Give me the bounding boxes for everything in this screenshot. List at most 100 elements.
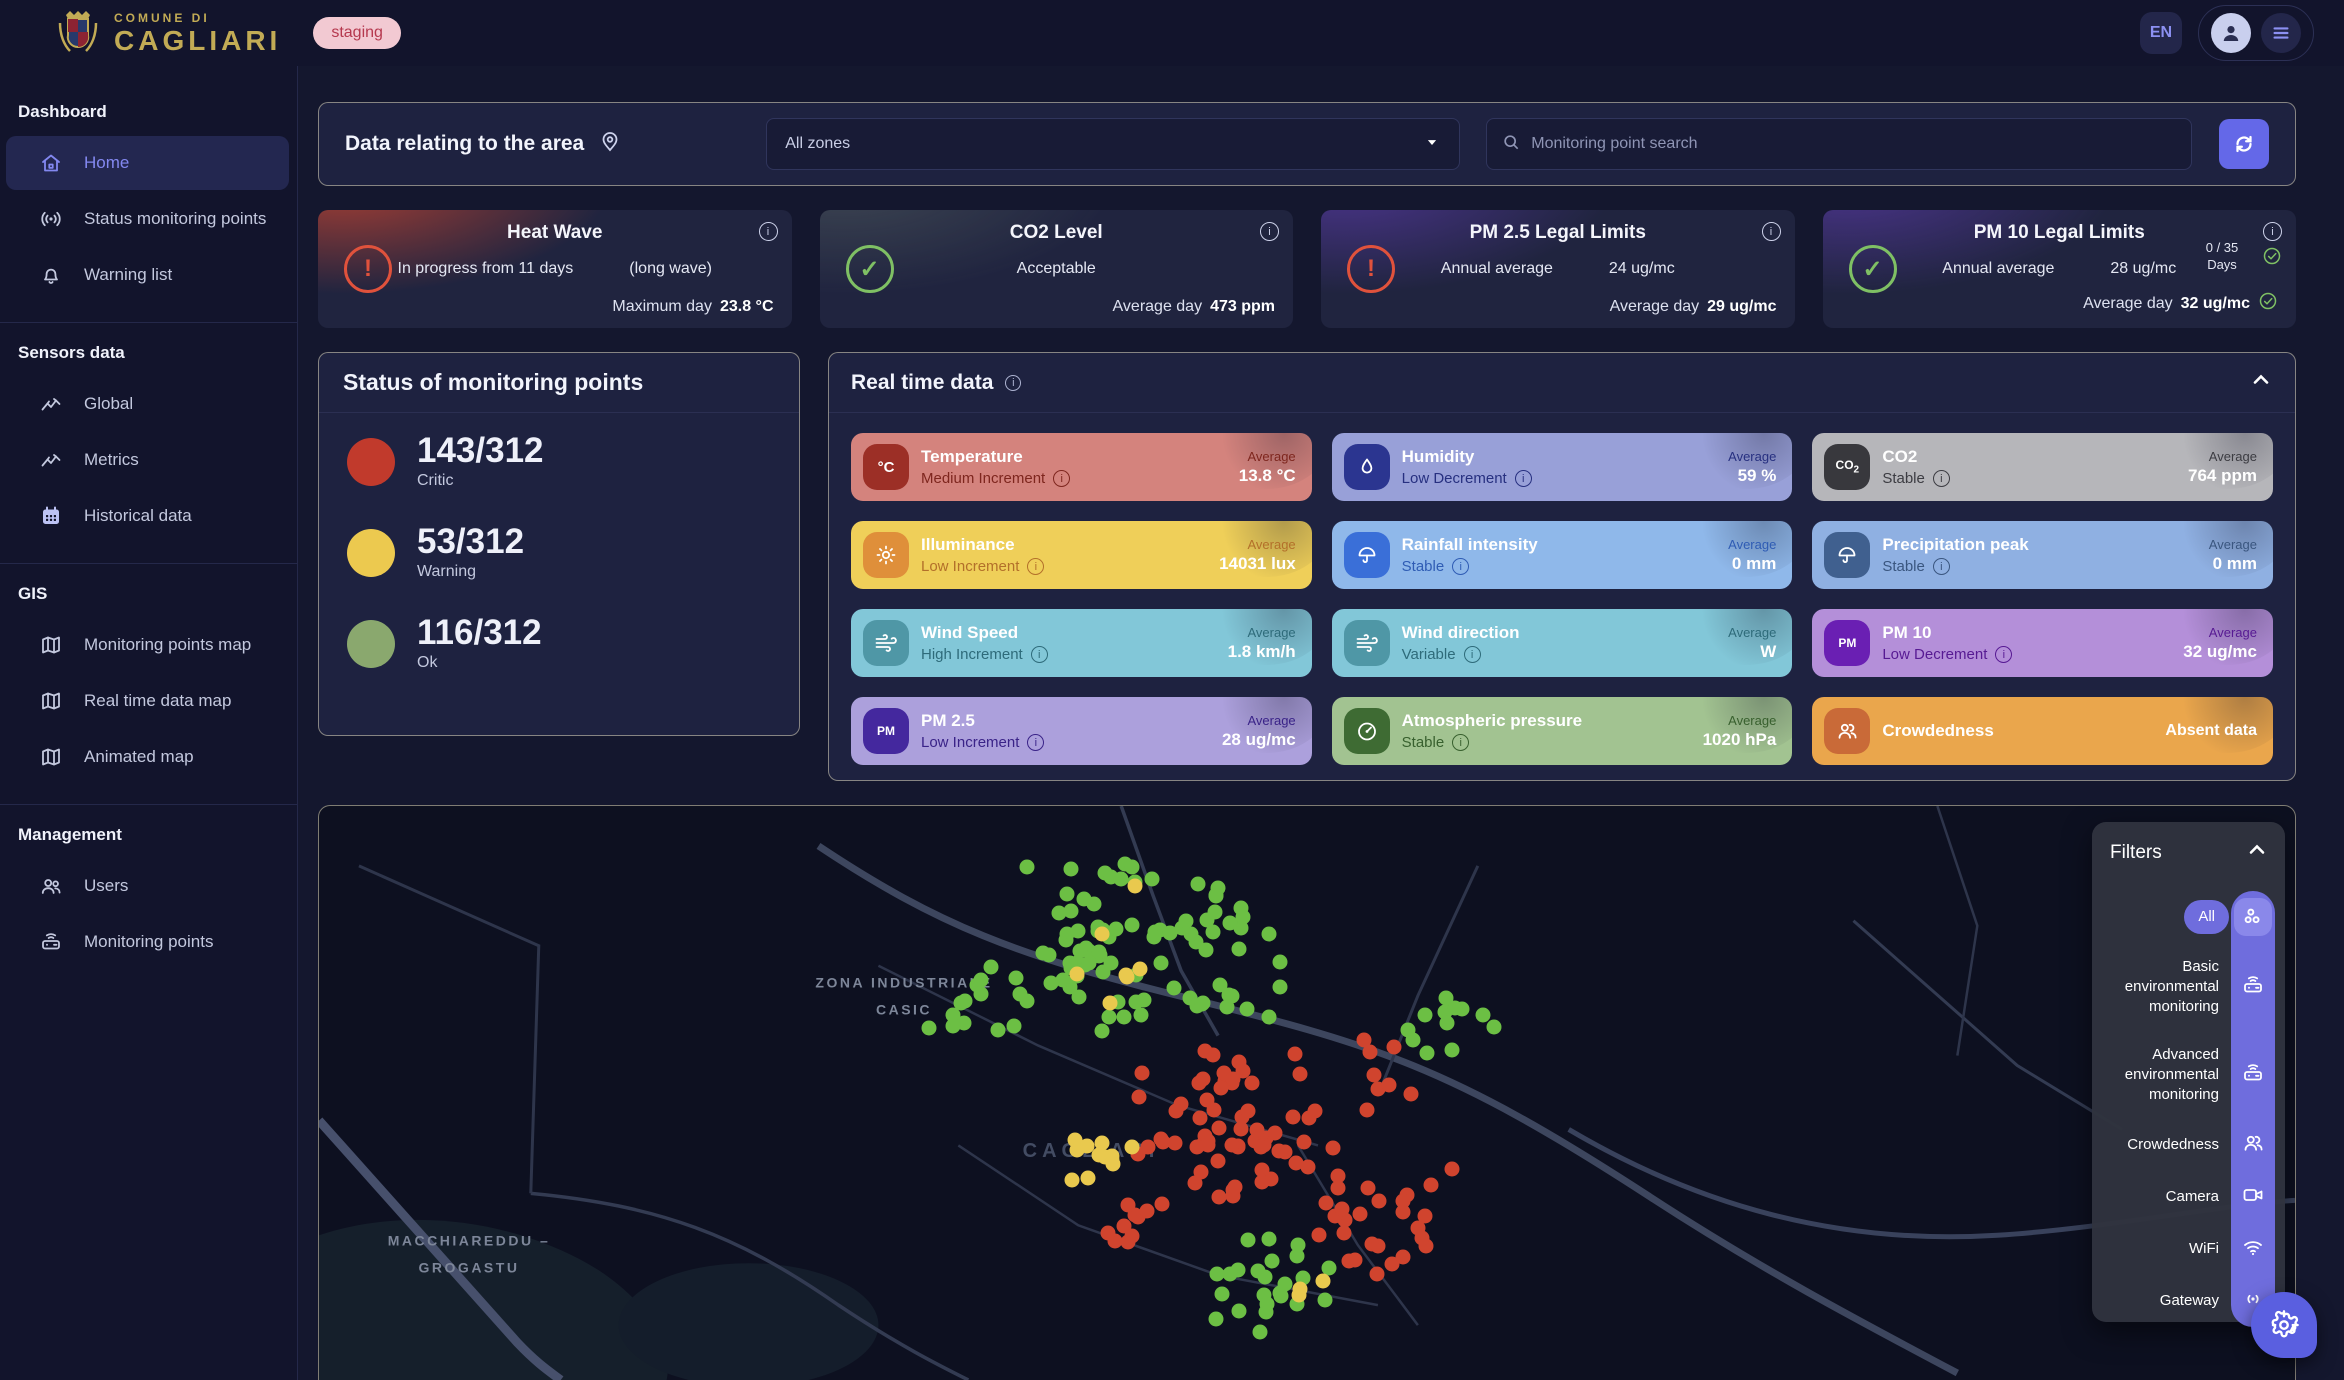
monitoring-point-dot-critic[interactable]	[1423, 1177, 1439, 1193]
monitoring-point-dot-ok[interactable]	[1208, 1311, 1224, 1327]
info-icon[interactable]	[1005, 374, 1022, 391]
monitoring-point-dot-ok[interactable]	[1166, 980, 1182, 996]
monitoring-point-dot-ok[interactable]	[1222, 915, 1238, 931]
monitoring-point-dot-ok[interactable]	[1264, 1253, 1280, 1269]
monitoring-point-dot-critic[interactable]	[1253, 1139, 1269, 1155]
monitoring-point-dot-warning[interactable]	[1132, 961, 1148, 977]
monitoring-point-dot-ok[interactable]	[1439, 1015, 1455, 1031]
info-icon[interactable]	[1452, 734, 1470, 751]
monitoring-point-dot-ok[interactable]	[1240, 1232, 1256, 1248]
monitoring-point-dot-critic[interactable]	[1154, 1196, 1170, 1212]
monitoring-point-dot-critic[interactable]	[1205, 1047, 1221, 1063]
monitoring-point-dot-critic[interactable]	[1206, 1102, 1222, 1118]
monitoring-point-dot-critic[interactable]	[1193, 1164, 1209, 1180]
info-icon[interactable]	[1027, 558, 1045, 575]
filter-all[interactable]: All	[2104, 891, 2275, 943]
monitoring-point-dot-ok[interactable]	[1252, 1324, 1268, 1340]
alert-card-pm-10-legal-limits[interactable]: ✓ PM 10 Legal Limits Annual average 28 u…	[1822, 210, 2296, 328]
monitoring-point-dot-ok[interactable]	[953, 995, 969, 1011]
monitoring-point-dot-ok[interactable]	[945, 1007, 961, 1023]
tile-pm-10[interactable]: PM PM 10 Low Decrement Average 32 ug/mc	[1812, 609, 2273, 677]
monitoring-point-dot-warning[interactable]	[1315, 1273, 1331, 1289]
info-icon[interactable]	[1452, 558, 1470, 575]
monitoring-point-dot-critic[interactable]	[1213, 1080, 1229, 1096]
sidebar-item-home[interactable]: Home	[6, 136, 289, 190]
collapse-chevron-icon[interactable]	[2249, 368, 2273, 397]
monitoring-point-dot-ok[interactable]	[1257, 1269, 1273, 1285]
monitoring-point-dot-ok[interactable]	[1101, 1009, 1117, 1025]
sidebar-item-historical-data[interactable]: Historical data	[6, 489, 289, 543]
monitoring-point-dot-ok[interactable]	[1208, 888, 1224, 904]
monitoring-point-dot-warning[interactable]	[1292, 1281, 1308, 1297]
monitoring-point-dot-ok[interactable]	[1475, 1007, 1491, 1023]
monitoring-point-dot-ok[interactable]	[1035, 945, 1051, 961]
monitoring-point-dot-warning[interactable]	[1080, 1170, 1096, 1186]
monitoring-point-dot-ok[interactable]	[983, 959, 999, 975]
monitoring-point-dot-critic[interactable]	[1285, 1109, 1301, 1125]
monitoring-point-dot-ok[interactable]	[1051, 905, 1067, 921]
monitoring-point-dot-ok[interactable]	[921, 1020, 937, 1036]
zone-select[interactable]: All zones	[766, 118, 1461, 170]
sidebar-item-users[interactable]: Users	[6, 859, 289, 913]
monitoring-point-dot-critic[interactable]	[1362, 1044, 1378, 1060]
tile-illuminance[interactable]: Illuminance Low Increment Average 14031 …	[851, 521, 1312, 589]
sidebar-item-global[interactable]: Global	[6, 377, 289, 431]
monitoring-point-dot-critic[interactable]	[1235, 1063, 1251, 1079]
language-button[interactable]: EN	[2140, 12, 2182, 54]
monitoring-point-dot-ok[interactable]	[1124, 917, 1140, 933]
monitoring-point-dot-ok[interactable]	[990, 1022, 1006, 1038]
info-icon[interactable]	[1932, 558, 1950, 575]
monitoring-point-dot-ok[interactable]	[1072, 943, 1088, 959]
sidebar-item-animated-map[interactable]: Animated map	[6, 730, 289, 784]
monitoring-point-dot-critic[interactable]	[1233, 1121, 1249, 1137]
monitoring-point-dot-critic[interactable]	[1210, 1153, 1226, 1169]
monitoring-point-dot-ok[interactable]	[1230, 1262, 1246, 1278]
monitoring-point-dot-ok[interactable]	[1144, 871, 1160, 887]
filter-basic-environmental-monitoring[interactable]: Basic environmental monitoring	[2104, 943, 2275, 1031]
monitoring-point-dot-ok[interactable]	[1012, 986, 1028, 1002]
monitoring-point-dot-critic[interactable]	[1189, 1139, 1205, 1155]
monitoring-point-dot-ok[interactable]	[1081, 955, 1097, 971]
monitoring-point-dot-ok[interactable]	[1108, 921, 1124, 937]
monitoring-point-dot-ok[interactable]	[945, 1018, 961, 1034]
monitoring-point-dot-warning[interactable]	[1102, 995, 1118, 1011]
monitoring-point-dot-ok[interactable]	[1444, 1042, 1460, 1058]
refresh-button[interactable]	[2219, 119, 2269, 169]
monitoring-point-dot-critic[interactable]	[1444, 1161, 1460, 1177]
monitoring-point-dot-warning[interactable]	[1064, 1172, 1080, 1188]
monitoring-point-dot-critic[interactable]	[1287, 1046, 1303, 1062]
monitoring-point-dot-warning[interactable]	[1127, 878, 1143, 894]
monitoring-point-dot-critic[interactable]	[1267, 1125, 1283, 1141]
tile-pm-2-5[interactable]: PM PM 2.5 Low Increment Average 28 ug/mc	[851, 697, 1312, 765]
monitoring-point-dot-ok[interactable]	[1043, 975, 1059, 991]
monitoring-point-dot-critic[interactable]	[1131, 1089, 1147, 1105]
monitoring-point-dot-ok[interactable]	[1059, 886, 1075, 902]
monitoring-point-dot-ok[interactable]	[1055, 972, 1071, 988]
monitoring-point-dot-critic[interactable]	[1360, 1180, 1375, 1196]
monitoring-point-dot-warning[interactable]	[1091, 1147, 1106, 1163]
monitoring-point-dot-warning[interactable]	[1119, 969, 1135, 985]
monitoring-point-dot-ok[interactable]	[1091, 944, 1107, 960]
monitoring-point-dot-critic[interactable]	[1386, 1039, 1402, 1055]
monitoring-point-dot-ok[interactable]	[1205, 924, 1221, 940]
monitoring-point-dot-warning[interactable]	[1124, 1139, 1140, 1155]
alert-card-co2-level[interactable]: ✓ CO2 Level Acceptable Average day 473 p…	[819, 210, 1293, 328]
monitoring-point-dot-critic[interactable]	[1369, 1266, 1385, 1282]
monitoring-point-dot-critic[interactable]	[1410, 1220, 1426, 1236]
sidebar-item-real-time-data-map[interactable]: Real time data map	[6, 674, 289, 728]
monitoring-point-dot-ok[interactable]	[1146, 929, 1162, 945]
monitoring-point-dot-critic[interactable]	[1330, 1168, 1346, 1184]
monitoring-point-dot-ok[interactable]	[1207, 904, 1223, 920]
monitoring-point-dot-ok[interactable]	[1136, 992, 1152, 1008]
filter-crowdedness[interactable]: Crowdedness	[2104, 1119, 2275, 1171]
alert-card-heat-wave[interactable]: ! Heat Wave In progress from 11 days (lo…	[318, 210, 792, 328]
monitoring-point-dot-ok[interactable]	[1124, 859, 1140, 875]
tile-co2[interactable]: CO2 CO2 Stable Average 764 ppm	[1812, 433, 2273, 501]
monitoring-point-dot-ok[interactable]	[1261, 1231, 1277, 1247]
monitoring-point-dot-ok[interactable]	[1209, 1266, 1225, 1282]
info-icon[interactable]	[1995, 646, 2013, 663]
monitoring-point-dot-ok[interactable]	[1198, 942, 1214, 958]
monitoring-point-dot-ok[interactable]	[1214, 1286, 1230, 1302]
monitoring-point-dot-ok[interactable]	[1071, 989, 1087, 1005]
monitoring-point-dot-critic[interactable]	[1330, 1180, 1346, 1196]
